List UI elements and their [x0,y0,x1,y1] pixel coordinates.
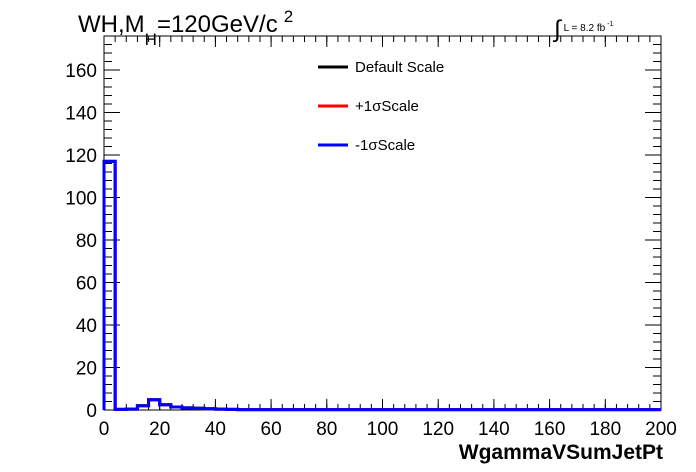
y-tick-label: 60 [76,274,97,295]
title-value: =120GeV/c [157,11,278,38]
x-tick-label: 180 [589,419,621,440]
integral-symbol: ∫ [552,16,562,43]
x-tick-label: 140 [478,419,510,440]
x-tick-label: 200 [645,419,677,440]
y-tick-label: 160 [65,61,97,82]
series-line-0 [102,159,661,412]
title-subscript: H [145,30,157,49]
lumi-superscript: -1 [607,21,613,28]
x-tick-label: 120 [422,419,454,440]
y-tick-label: 20 [76,359,97,380]
series-line-2 [102,159,661,412]
y-tick-label: 100 [65,189,97,210]
title-superscript: 2 [284,7,293,26]
y-tick-label: 80 [76,231,97,252]
lumi-label: ∫ L = 8.2 fb -1 [552,16,614,43]
x-tick-label: 60 [261,419,282,440]
y-axis-tick-labels: 0 20 40 60 80 100 120 140 160 [65,61,97,422]
y-axis-ticks [104,35,661,411]
lumi-text: L = 8.2 fb [564,23,606,34]
title-prefix: WH,M [78,11,145,38]
y-tick-label: 0 [86,401,97,422]
x-tick-label: 160 [534,419,566,440]
legend-label-plus1sigma: +1σScale [355,98,419,115]
x-tick-label: 80 [316,419,337,440]
x-tick-label: 40 [205,419,226,440]
legend-label-minus1sigma: -1σScale [355,137,415,154]
chart-title: WH,MH=120GeV/c 2 [78,7,293,49]
x-tick-label: 0 [99,419,110,440]
series-lines [102,159,661,412]
x-axis-label: WgammaVSumJetPt [459,441,663,464]
x-tick-label: 100 [367,419,399,440]
legend-label-default: Default Scale [355,59,444,76]
legend: Default Scale +1σScale -1σScale [318,59,444,154]
y-tick-label: 40 [76,316,97,337]
x-axis-tick-labels: 0 20 40 60 80 100 120 140 160 180 200 [99,419,677,440]
x-tick-label: 20 [149,419,170,440]
y-tick-label: 120 [65,146,97,167]
series-line-1 [102,159,661,412]
plot-frame [103,35,662,411]
x-axis-ticks [103,36,662,410]
y-tick-label: 140 [65,104,97,125]
